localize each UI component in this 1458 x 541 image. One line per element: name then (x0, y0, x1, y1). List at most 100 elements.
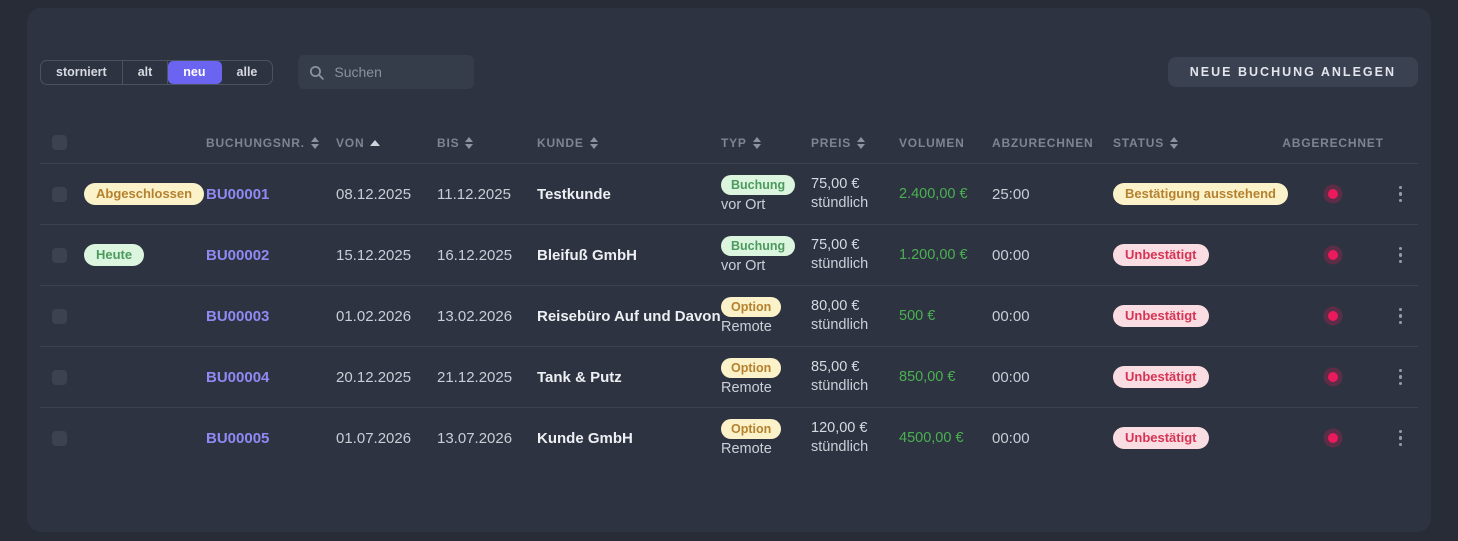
sort-icon[interactable] (1170, 136, 1179, 149)
row-date-to-cell: 13.02.2026 (437, 308, 537, 325)
sort-icon[interactable] (589, 136, 598, 149)
filter-button-neu[interactable]: neu (168, 60, 222, 84)
row-date-to-cell: 11.12.2025 (437, 186, 537, 203)
column-header-status[interactable]: STATUS (1113, 136, 1283, 150)
filter-segmented-control: storniert alt neu alle (40, 59, 274, 85)
new-booking-button[interactable]: NEUE BUCHUNG ANLEGEN (1167, 57, 1418, 87)
column-header-abzurechnen: ABZURECHNEN (991, 136, 1113, 150)
date-from: 01.02.2026 (336, 307, 412, 325)
header-select-cell (40, 135, 82, 150)
row-price-cell: 75,00 € stündlich (811, 237, 897, 273)
select-all-checkbox[interactable] (52, 135, 67, 150)
price-unit: stündlich (811, 256, 869, 272)
row-checkbox[interactable] (52, 430, 67, 446)
search-box (298, 55, 475, 89)
row-price-cell: 85,00 € stündlich (811, 359, 897, 395)
row-customer-cell: Reisebüro Auf und Davon (537, 308, 721, 325)
type-badge: Option (721, 357, 782, 378)
price-unit: stündlich (811, 378, 869, 394)
row-checkbox[interactable] (52, 247, 67, 263)
row-select-cell (40, 430, 82, 446)
row-date-to-cell: 16.12.2025 (437, 247, 537, 264)
row-menu-kebab-icon[interactable] (1393, 365, 1409, 390)
booking-number-link[interactable]: BU00001 (206, 185, 270, 203)
sort-icon[interactable] (857, 136, 866, 149)
booking-number-link[interactable]: BU00004 (206, 368, 270, 386)
type-location: Remote (721, 318, 772, 335)
table-body: Abgeschlossen BU00001 08.12.2025 11.12.2… (40, 163, 1418, 468)
row-booking-no-cell: BU00001 (206, 186, 336, 203)
row-date-from-cell: 08.12.2025 (336, 186, 437, 203)
filter-button-storniert[interactable]: storniert (41, 60, 123, 84)
row-customer-cell: Kunde GmbH (537, 430, 721, 447)
column-header-nr[interactable]: BUCHUNGSNR. (206, 136, 336, 150)
row-menu-kebab-icon[interactable] (1393, 304, 1409, 329)
row-volume-cell: 1.200,00 € (897, 247, 991, 263)
billable-hours: 00:00 (992, 429, 1030, 447)
sort-ascending-icon[interactable] (370, 139, 381, 146)
table-row: BU00004 20.12.2025 21.12.2025 Tank & Put… (40, 346, 1418, 407)
row-status-cell: Bestätigung ausstehend (1113, 183, 1288, 205)
column-header-von[interactable]: VON (336, 136, 437, 150)
column-header-bis[interactable]: BIS (437, 136, 537, 150)
column-header-kunde[interactable]: KUNDE (537, 136, 721, 150)
row-tag-badge: Heute (84, 244, 145, 266)
column-header-preis[interactable]: PREIS (811, 136, 897, 150)
customer-name: Testkunde (537, 185, 611, 203)
billed-indicator-dot (1328, 250, 1338, 260)
row-select-cell (40, 247, 82, 263)
row-booking-no-cell: BU00005 (206, 430, 336, 447)
date-from: 15.12.2025 (336, 246, 412, 264)
customer-name: Tank & Putz (537, 368, 622, 386)
row-menu-kebab-icon[interactable] (1393, 426, 1409, 451)
row-menu-kebab-icon[interactable] (1393, 182, 1409, 207)
table-row: Heute BU00002 15.12.2025 16.12.2025 Blei… (40, 224, 1418, 285)
price-amount: 75,00 € (811, 176, 860, 192)
booking-number-link[interactable]: BU00005 (206, 429, 270, 447)
sort-icon[interactable] (465, 136, 474, 149)
type-location: Remote (721, 440, 772, 457)
search-input[interactable] (334, 64, 465, 80)
filter-button-alt[interactable]: alt (123, 60, 169, 84)
row-tag-cell: Heute (82, 244, 206, 266)
column-header-label: ABGERECHNET (1282, 135, 1384, 150)
row-menu-kebab-icon[interactable] (1393, 243, 1409, 268)
row-checkbox[interactable] (52, 308, 67, 324)
filter-button-alle[interactable]: alle (222, 61, 273, 84)
column-header-label: ABZURECHNEN (992, 135, 1094, 150)
booking-number-link[interactable]: BU00002 (206, 246, 270, 264)
bookings-table: BUCHUNGSNR. VON BIS KUNDE TYP PREIS VOLUMEN ABZ… (27, 122, 1431, 468)
row-billable-cell: 00:00 (991, 247, 1113, 264)
row-type-cell: Option Remote (721, 296, 811, 336)
row-volume-cell: 4500,00 € (897, 430, 991, 446)
row-type-cell: Option Remote (721, 357, 811, 397)
row-status-cell: Unbestätigt (1113, 427, 1283, 449)
row-status-cell: Unbestätigt (1113, 366, 1283, 388)
row-price-cell: 120,00 € stündlich (811, 420, 897, 456)
volume-amount: 4500,00 € (899, 430, 964, 446)
row-checkbox[interactable] (52, 186, 67, 202)
type-location: Remote (721, 379, 772, 396)
column-header-label: KUNDE (537, 135, 584, 150)
column-header-label: VON (336, 135, 365, 150)
row-select-cell (40, 308, 82, 324)
row-date-from-cell: 01.02.2026 (336, 308, 437, 325)
booking-number-link[interactable]: BU00003 (206, 307, 270, 325)
column-header-volumen: VOLUMEN (897, 136, 991, 150)
date-to: 11.12.2025 (437, 185, 511, 203)
date-to: 16.12.2025 (437, 246, 513, 264)
column-header-typ[interactable]: TYP (721, 136, 811, 150)
volume-amount: 500 € (899, 308, 936, 324)
row-date-from-cell: 15.12.2025 (336, 247, 437, 264)
customer-name: Bleifuß GmbH (537, 246, 637, 264)
row-actions-cell (1383, 426, 1418, 451)
type-location: vor Ort (721, 257, 766, 274)
row-actions-cell (1383, 182, 1418, 207)
sort-icon[interactable] (752, 136, 761, 149)
row-checkbox[interactable] (52, 369, 67, 385)
date-to: 21.12.2025 (437, 368, 513, 386)
row-actions-cell (1383, 365, 1418, 390)
sort-icon[interactable] (310, 136, 319, 149)
